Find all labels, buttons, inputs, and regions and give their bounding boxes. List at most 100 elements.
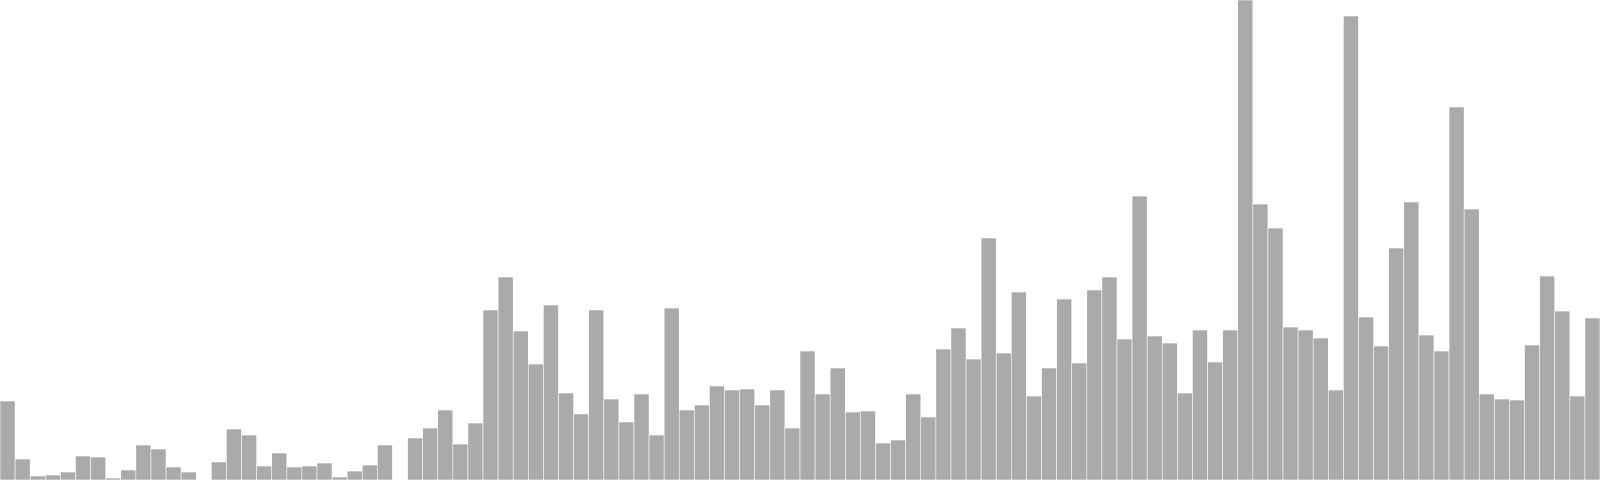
bar [1116, 338, 1133, 480]
bar [422, 427, 439, 480]
bar [829, 367, 846, 480]
bar [437, 409, 454, 480]
bar [663, 307, 680, 480]
bar [1056, 298, 1072, 480]
bar [497, 276, 514, 480]
bar [573, 413, 589, 480]
bar [558, 392, 574, 480]
bar [694, 404, 710, 480]
bar [633, 393, 650, 480]
bar [135, 444, 152, 480]
bar [1086, 289, 1103, 480]
bar [407, 437, 423, 480]
bar [1388, 247, 1405, 480]
bar [754, 404, 771, 480]
bar [241, 434, 257, 480]
bar [1584, 317, 1600, 480]
bar [844, 411, 861, 480]
bar [965, 358, 982, 480]
bar [44, 474, 61, 480]
bar [950, 327, 967, 480]
bar [1026, 395, 1042, 480]
bar [527, 363, 544, 480]
bar [799, 350, 816, 480]
bar [361, 464, 378, 480]
bar [543, 304, 559, 480]
bar [90, 456, 106, 480]
bar [1418, 334, 1435, 480]
bar [377, 444, 393, 480]
bar [1343, 15, 1359, 480]
bar [1252, 203, 1269, 480]
bar [14, 458, 31, 480]
bar [482, 309, 499, 480]
bar [995, 352, 1012, 480]
bar [452, 443, 469, 480]
bar [1509, 399, 1525, 480]
bar [1373, 345, 1389, 480]
bar [618, 421, 635, 480]
bar [1554, 310, 1571, 480]
bar [1101, 276, 1118, 480]
bar [1297, 329, 1314, 480]
bar [512, 330, 529, 480]
bar [29, 475, 46, 480]
bar [935, 348, 952, 480]
bar [920, 416, 937, 480]
bar [150, 448, 167, 480]
bar [1041, 367, 1057, 480]
bar [648, 434, 665, 480]
bar [814, 393, 831, 480]
bar [1282, 326, 1299, 480]
bar [739, 388, 756, 480]
bar [1267, 227, 1284, 480]
bar [226, 428, 242, 480]
bar [769, 389, 786, 480]
bar [120, 469, 137, 480]
bar [1161, 342, 1178, 480]
bar [1207, 361, 1223, 480]
bar [1463, 208, 1480, 480]
bar [905, 393, 922, 480]
bar [980, 237, 997, 480]
bar [1494, 398, 1510, 480]
bar [709, 385, 725, 480]
bar [301, 465, 318, 480]
bar [0, 400, 16, 480]
bar [875, 442, 891, 480]
bar [678, 409, 695, 480]
bar [890, 439, 906, 480]
bar [467, 422, 484, 480]
bar [1524, 344, 1540, 480]
bar [346, 470, 363, 480]
bar [316, 462, 333, 480]
bar [784, 427, 801, 480]
bar [1222, 329, 1239, 480]
bar [256, 465, 272, 480]
bar [588, 309, 605, 480]
bar [1312, 337, 1329, 480]
bar [165, 466, 182, 480]
bar [1131, 195, 1148, 480]
bar [1433, 350, 1450, 480]
bar [1539, 275, 1556, 480]
bar [1192, 329, 1208, 480]
bar [1011, 291, 1027, 480]
bar [286, 466, 303, 480]
bar [1237, 0, 1254, 480]
bar [1448, 106, 1465, 480]
bar [1403, 201, 1420, 480]
bar [1569, 395, 1586, 480]
bar [724, 389, 740, 480]
bar [603, 398, 620, 480]
bar [60, 471, 76, 480]
bar [860, 410, 876, 480]
bar [271, 452, 288, 480]
bar [75, 455, 91, 480]
bar [1071, 362, 1088, 480]
bar [1146, 335, 1163, 480]
bar [1177, 392, 1193, 480]
